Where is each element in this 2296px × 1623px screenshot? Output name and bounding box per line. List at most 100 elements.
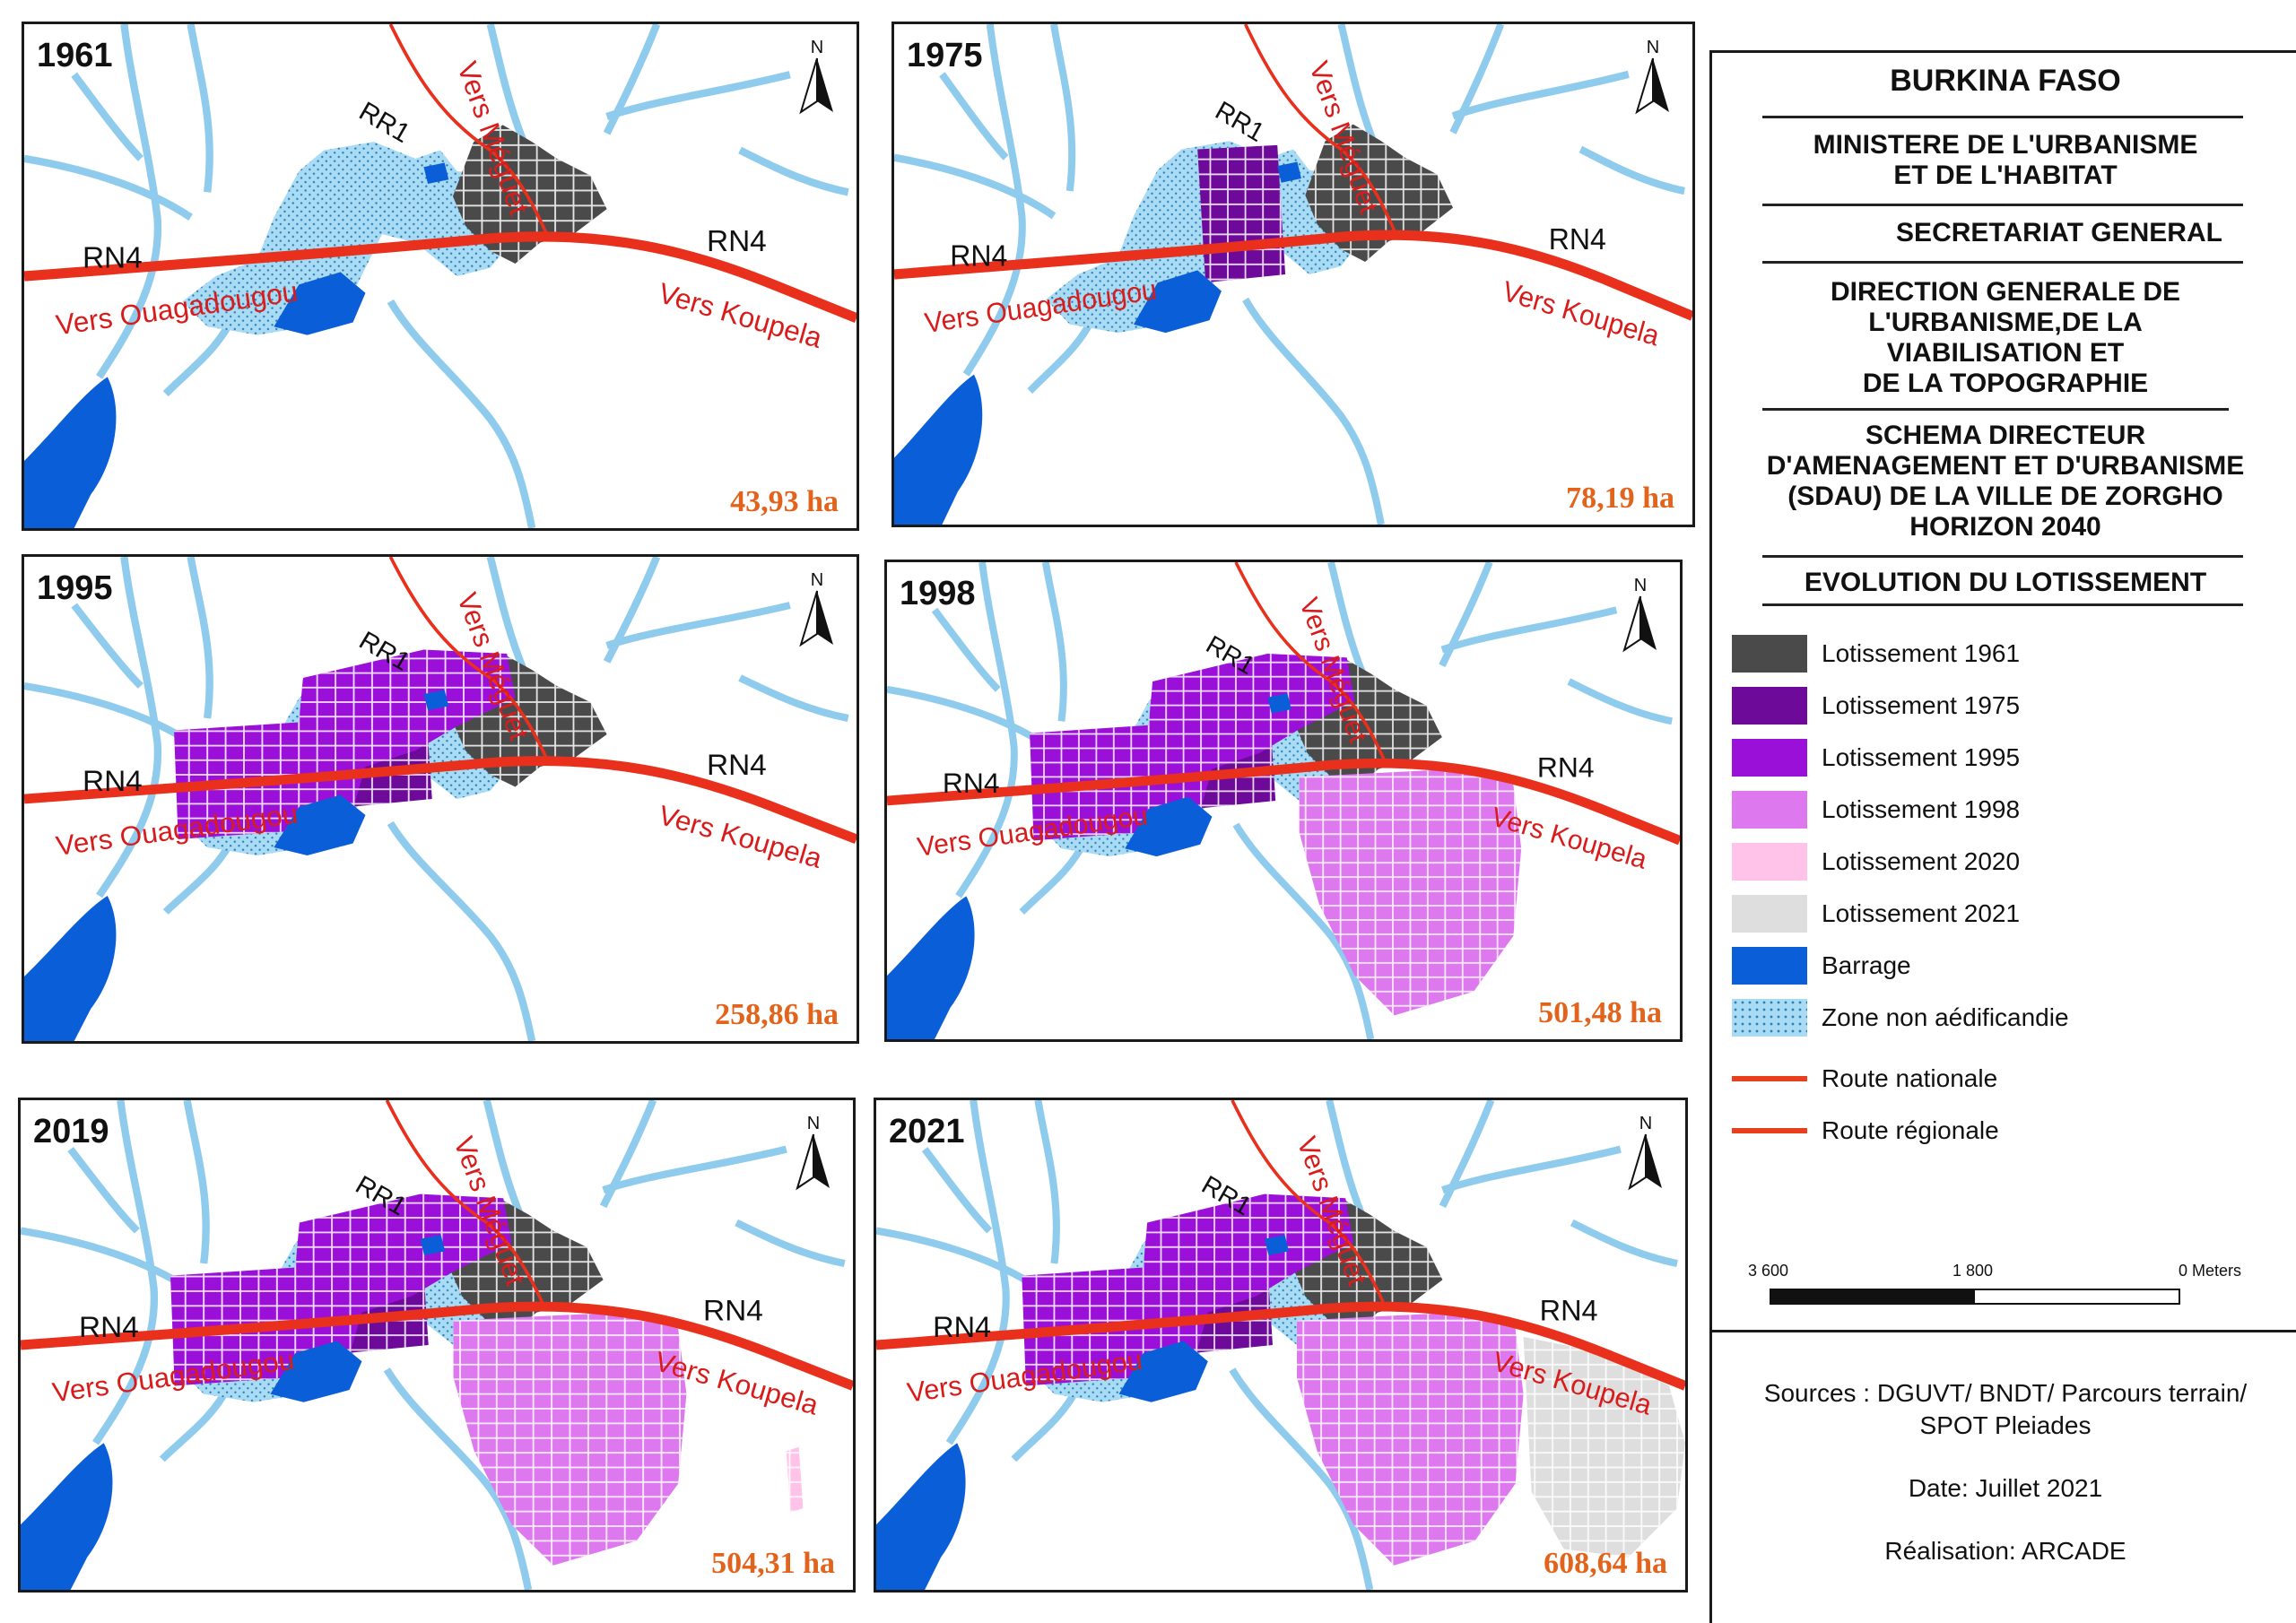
route-regionale [385,1100,547,1309]
legend-item: Zone non aédificandie [1732,998,2069,1037]
sources-line-2: SPOT Pleiades [1919,1411,2092,1439]
route-nationale [24,231,857,324]
sources-line-1: Sources : DGUVT/ BNDT/ Parcours terrain/ [1763,1379,2248,1407]
rn4-label: RN4 [707,748,767,780]
parcel-grid [1197,144,1286,283]
panel-year: 1995 [37,569,113,607]
map-panel-1975: RN4 RN4 RR1 Vers Méguet Vers Ouagadougou Vers… [891,22,1695,527]
legend-label: Lotissement 2021 [1822,899,2021,927]
panel-area: 43,93 ha [730,485,839,518]
reservoir [887,896,975,1039]
stream [71,603,144,689]
scale-bar [1770,1289,2180,1305]
vers-koupela-label: Vers Koupela [655,800,826,874]
rn4-label: RN4 [933,1310,991,1343]
stream [1041,562,1067,722]
legend-label: Route régionale [1822,1116,1999,1144]
stream [183,1100,210,1264]
route-regionale [388,557,551,764]
legend-label: Zone non aédificandie [1822,1003,2069,1031]
rn4-label: RN4 [1537,751,1595,783]
barrage [274,794,366,855]
map-panel-1961: RN4 RN4 RR1 Vers Méguet Vers Ouagadougou Vers… [22,22,859,531]
stream [187,24,213,193]
stream [735,1219,846,1268]
divider [1762,555,2243,558]
legend-item: Lotissement 1995 [1732,738,2020,777]
date-text: Date: Juillet 2021 [1908,1474,2103,1502]
reservoir [24,377,117,528]
panel-area: 501,48 ha [1538,996,1662,1029]
svg-text:N: N [1647,38,1659,57]
panel-area: 504,31 ha [711,1547,835,1580]
stream [92,1100,159,1445]
svg-text:N: N [1634,576,1647,595]
route-regionale [1234,562,1388,766]
svg-text:N: N [811,570,823,590]
direction-line-4: DE LA TOPOGRAPHIE [1862,369,2149,398]
stream [1229,1367,1374,1590]
stream [1034,1100,1060,1264]
north-arrow-icon: N [799,38,833,115]
stream [486,24,527,143]
scale-label-mid: 1 800 [1952,1262,1994,1280]
divider [1762,603,2243,606]
parcel-grid [1299,768,1522,1016]
stream [1326,1100,1365,1216]
route-regionale [388,24,551,239]
svg-text:N: N [1639,1114,1652,1133]
panel-year: 2021 [889,1113,965,1150]
stream [162,316,236,397]
direction-line-2: L'URBANISME,DE LA [1868,308,2143,337]
divider [1762,204,2243,206]
legend-item: Route nationale [1732,1059,1997,1098]
stream [603,557,661,664]
rn4-label: RN4 [83,764,143,796]
route-nationale [887,758,1680,846]
north-arrow-icon: N [1635,38,1669,115]
reservoir [24,896,117,1041]
secretariat-title: SECRETARIAT GENERAL [1896,218,2222,247]
map-panel-1995: RN4 RN4 RR1 Vers Méguet Vers Ouagadougou Vers… [22,554,859,1044]
stream [738,146,849,196]
route-nationale [876,1301,1685,1391]
direction-line-1: DIRECTION GENERALE DE [1830,277,2181,307]
legend-item: Lotissement 2021 [1732,894,2020,933]
legend-swatch [1732,947,1807,985]
rn4-label: RN4 [1549,221,1606,256]
stream [1441,1145,1622,1193]
legend-swatch [1732,739,1807,777]
stream [1439,562,1493,668]
parcel-grid [1297,1312,1524,1566]
reservoir [876,1443,966,1590]
barrage [270,1341,362,1402]
panel-year: 1998 [900,575,976,612]
rn4-label: RN4 [950,239,1007,273]
stream [1451,70,1630,120]
rn4-label: RN4 [79,1311,139,1344]
legend-label: Lotissement 1995 [1822,743,2021,771]
stream [96,24,162,379]
route-nationale [894,230,1692,321]
map-panel-2019: RN4 RN4 RR1 Vers Méguet Vers Ouagadougou Vers… [18,1098,856,1593]
stream [162,838,236,915]
legend-swatch [1732,791,1807,829]
legend-item: Lotissement 1961 [1732,634,2020,673]
legend-swatch [1732,843,1807,881]
stream [1567,678,1673,725]
stream [96,557,162,898]
barrage [1277,161,1301,183]
schema-line-2: D'AMENAGEMENT ET D'URBANISME [1766,451,2245,481]
legend-label: Lotissement 1975 [1822,691,2021,719]
divider [1762,261,2243,264]
barrage [1125,796,1213,857]
stream [24,154,193,221]
parcel-grid [452,125,607,264]
barrage [1118,1341,1208,1402]
route-nationale [24,756,857,845]
vers-koupela-label: Vers Koupela [655,276,826,354]
divider [1762,408,2229,411]
